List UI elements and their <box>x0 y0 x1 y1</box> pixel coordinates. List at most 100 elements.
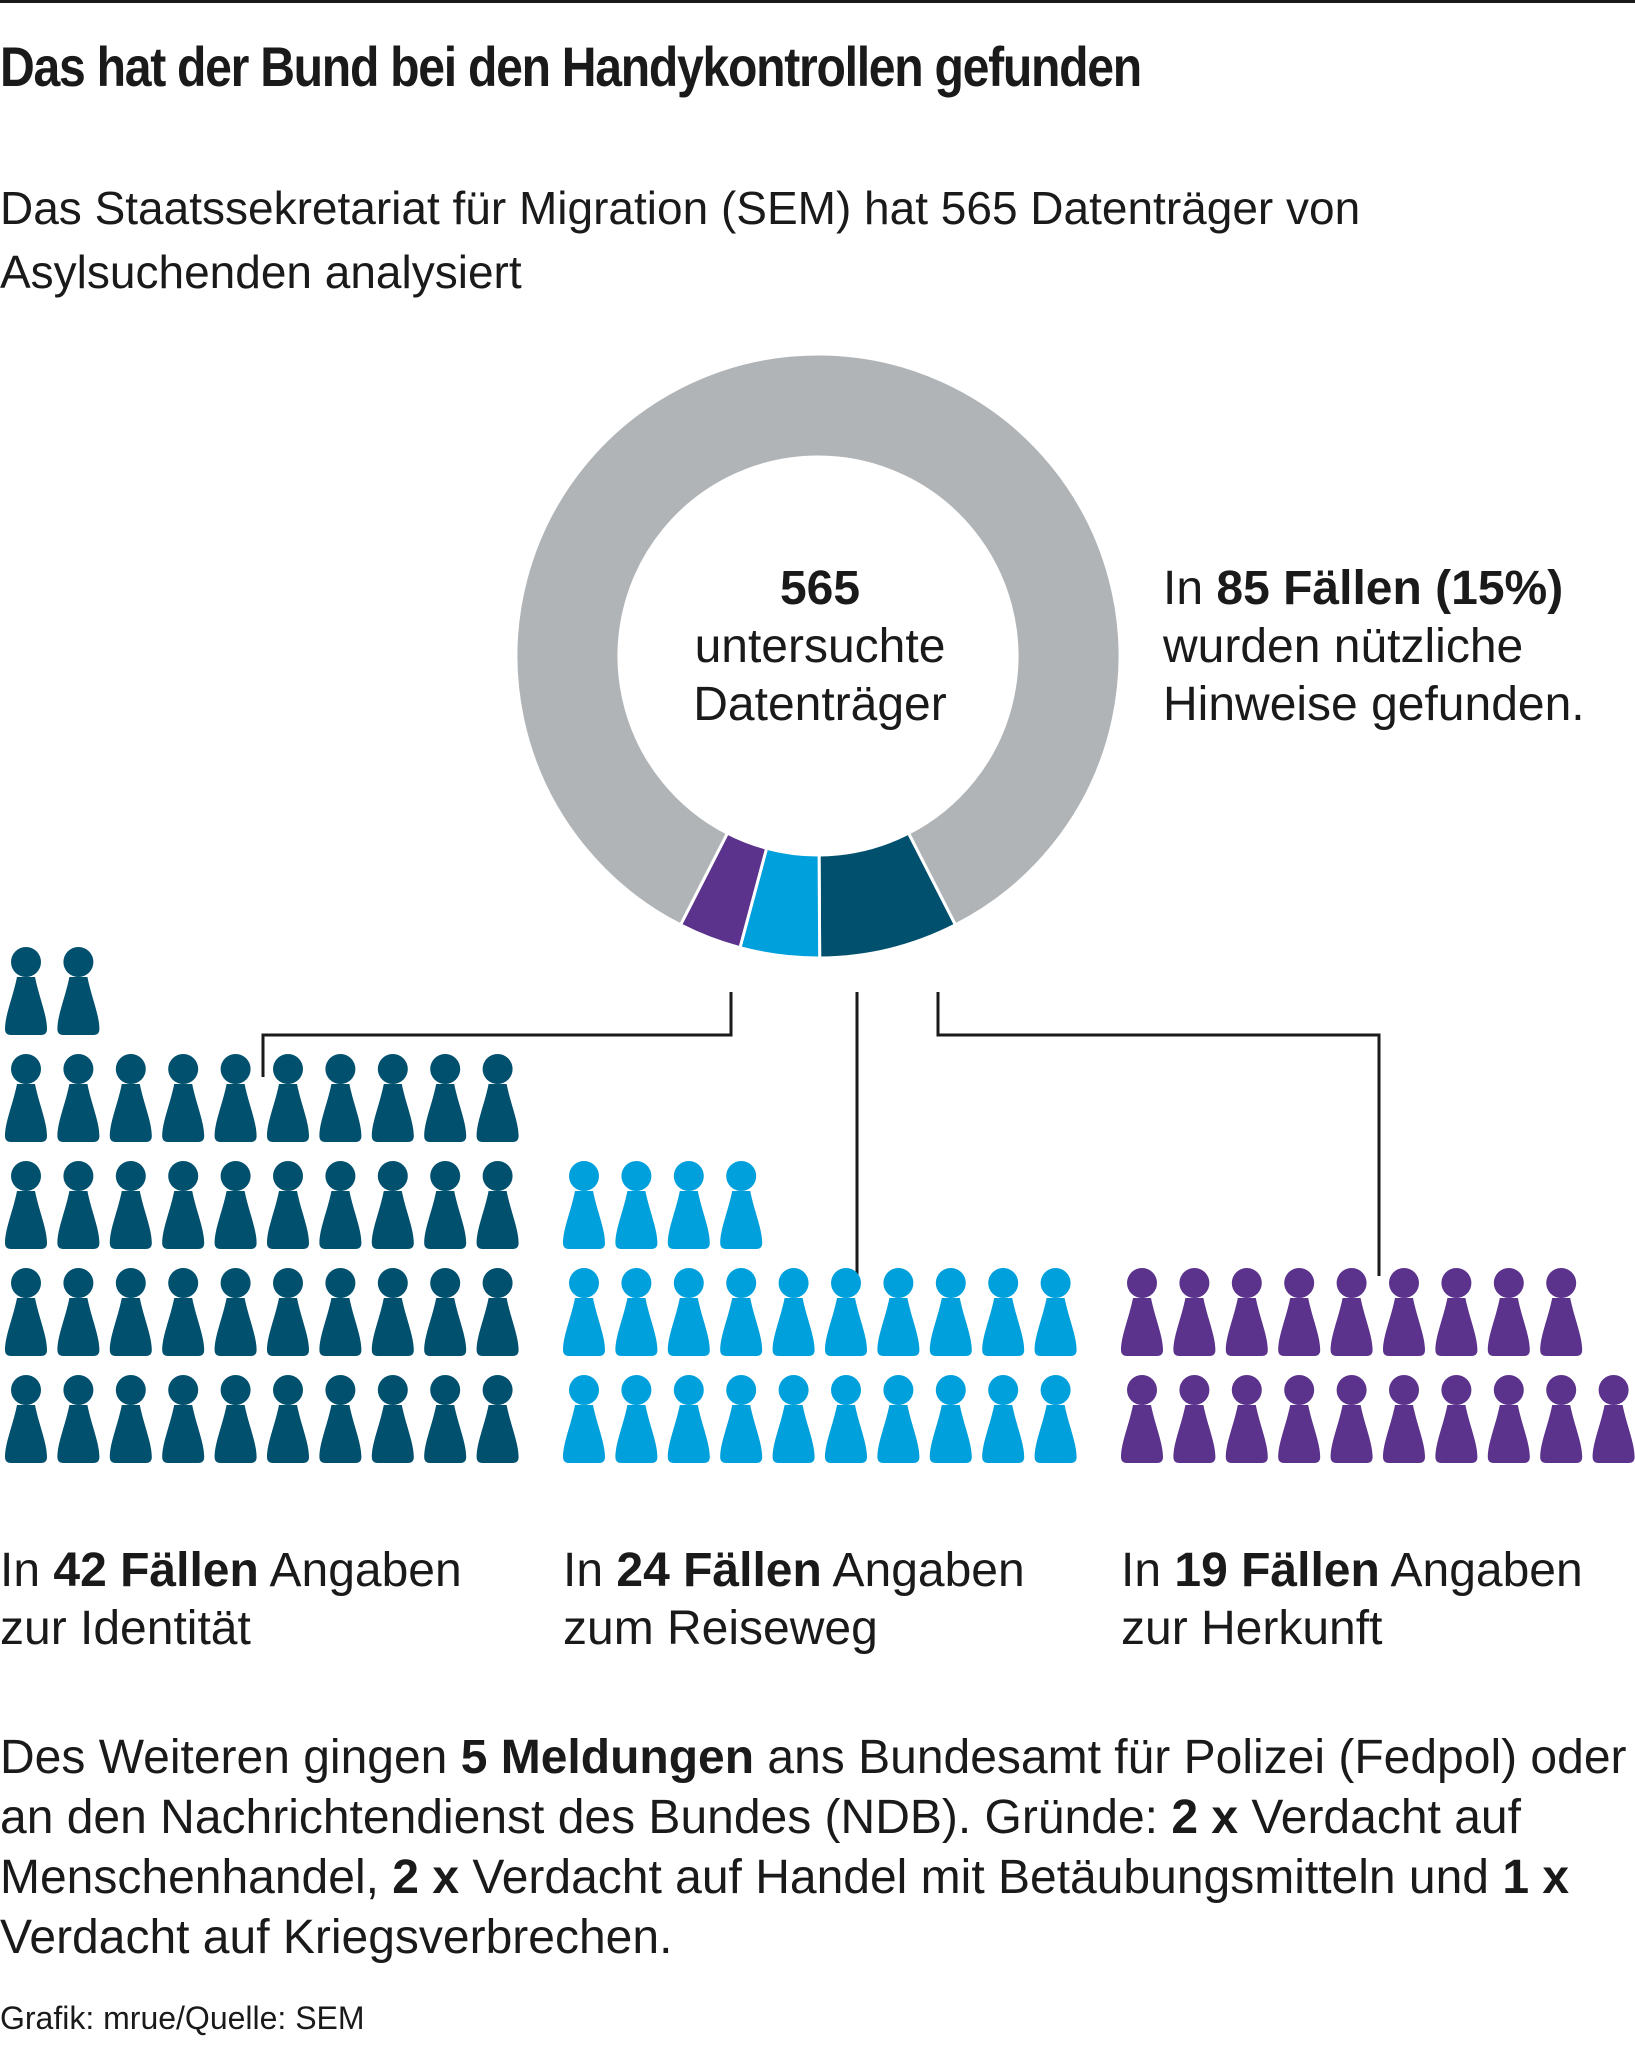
footer-bold-1: 5 Meldungen <box>460 1731 755 1784</box>
figure-route <box>667 1375 710 1463</box>
figure-route <box>877 1375 920 1463</box>
category-label-origin: In 19 Fällen Angaben zur Herkunft <box>1121 1542 1635 1658</box>
figure-identity <box>424 1161 467 1249</box>
figure-origin <box>1540 1375 1583 1463</box>
figure-origin <box>1173 1268 1216 1356</box>
figure-identity <box>267 1268 309 1356</box>
figure-route <box>772 1268 815 1356</box>
figure-identity <box>162 1268 205 1356</box>
figure-identity <box>476 1161 519 1249</box>
figure-identity <box>162 1375 205 1463</box>
figure-origin <box>1330 1268 1373 1356</box>
figure-identity <box>319 1054 362 1142</box>
figure-identity <box>5 1375 47 1463</box>
figure-identity <box>5 1268 47 1356</box>
figure-identity <box>267 1161 309 1249</box>
identity-prefix: In <box>0 1544 54 1597</box>
figure-route <box>1034 1375 1077 1463</box>
figure-origin <box>1592 1375 1635 1463</box>
figure-identity <box>214 1268 257 1356</box>
route-topic: zum Reiseweg <box>563 1602 878 1655</box>
route-prefix: In <box>563 1544 617 1597</box>
footer-bold-4: 1 x <box>1502 1851 1570 1904</box>
figure-identity <box>214 1161 257 1249</box>
figure-route <box>982 1375 1025 1463</box>
figure-identity <box>57 1268 100 1356</box>
connector-origin <box>936 992 1381 1276</box>
useful-hints-note: In 85 Fällen (15%) wurden nützliche Hinw… <box>1163 560 1633 734</box>
figure-identity <box>267 1375 309 1463</box>
donut-center-line-2: Datenträger <box>693 678 947 731</box>
figure-route <box>667 1161 710 1249</box>
note-line-2: wurden nützliche <box>1163 620 1524 673</box>
figure-identity <box>371 1375 414 1463</box>
figure-origin <box>1225 1268 1268 1356</box>
figure-identity <box>319 1161 362 1249</box>
chart-subtitle: Das Staatssekretariat für Migration (SEM… <box>0 182 1361 298</box>
figure-identity <box>371 1268 414 1356</box>
origin-count: 19 Fällen <box>1174 1544 1380 1597</box>
figure-identity <box>424 1268 467 1356</box>
figure-route <box>720 1375 763 1463</box>
identity-topic: zur Identität <box>0 1602 251 1655</box>
figure-identity <box>476 1375 519 1463</box>
chart-title: Das hat der Bund bei den Handykontrollen… <box>0 35 1142 98</box>
figure-route <box>615 1268 658 1356</box>
figure-identity <box>319 1268 362 1356</box>
top-rule <box>0 0 1635 3</box>
figure-origin <box>1173 1375 1216 1463</box>
figure-origin <box>1330 1375 1373 1463</box>
figure-identity <box>371 1054 414 1142</box>
route-count: 24 Fällen <box>616 1544 822 1597</box>
figure-identity <box>371 1161 414 1249</box>
figure-origin <box>1435 1268 1478 1356</box>
footer-text-5: Verdacht auf Kriegsverbrechen. <box>0 1911 673 1964</box>
figure-origin <box>1121 1375 1163 1463</box>
figure-route <box>982 1268 1025 1356</box>
origin-prefix: In <box>1121 1544 1175 1597</box>
donut-center-label: 565 untersuchte Datenträger <box>620 560 1020 734</box>
figure-route <box>615 1375 658 1463</box>
figure-identity <box>214 1375 257 1463</box>
figure-identity <box>214 1054 257 1142</box>
figure-identity <box>162 1054 205 1142</box>
figure-identity <box>109 1375 152 1463</box>
figure-route <box>563 1161 605 1249</box>
figure-origin <box>1383 1375 1425 1463</box>
figure-origin <box>1487 1375 1530 1463</box>
figure-route <box>720 1268 763 1356</box>
connector-lines <box>261 992 1381 1276</box>
figure-origin <box>1540 1268 1583 1356</box>
donut-slice-rest <box>514 352 1122 927</box>
note-line-3: Hinweise gefunden. <box>1163 678 1585 731</box>
figure-origin <box>1225 1375 1268 1463</box>
footer-text-3: Verdacht auf Menschenhandel, <box>0 1791 1521 1904</box>
pictogram-grid <box>5 947 1635 1463</box>
footer-text-2: ans Bundesamt für Polizei (Fedpol) oder … <box>0 1731 1627 1844</box>
connector-identity <box>261 992 733 1077</box>
origin-rest: Angaben <box>1379 1544 1583 1597</box>
figure-identity <box>319 1375 362 1463</box>
figure-identity <box>476 1054 519 1142</box>
figure-origin <box>1278 1268 1321 1356</box>
identity-rest: Angaben <box>258 1544 462 1597</box>
figure-identity <box>5 947 47 1035</box>
category-label-identity: In 42 Fällen Angaben zur Identität <box>0 1542 520 1658</box>
figure-identity <box>267 1054 309 1142</box>
footer-bold-3: 2 x <box>392 1851 460 1904</box>
figure-identity <box>57 1054 100 1142</box>
figure-origin <box>1278 1375 1321 1463</box>
figure-identity <box>5 1054 47 1142</box>
category-label-route: In 24 Fällen Angaben zum Reiseweg <box>563 1542 1083 1658</box>
figure-route <box>1034 1268 1077 1356</box>
figure-route <box>825 1375 867 1463</box>
figure-identity <box>109 1268 152 1356</box>
figure-identity <box>57 947 100 1035</box>
footer-text-4: Verdacht auf Handel mit Betäubungsmittel… <box>459 1851 1503 1904</box>
identity-count: 42 Fällen <box>53 1544 259 1597</box>
figure-identity <box>109 1054 152 1142</box>
figure-route <box>720 1161 763 1249</box>
figure-route <box>563 1268 605 1356</box>
figure-identity <box>57 1375 100 1463</box>
figure-origin <box>1487 1268 1530 1356</box>
